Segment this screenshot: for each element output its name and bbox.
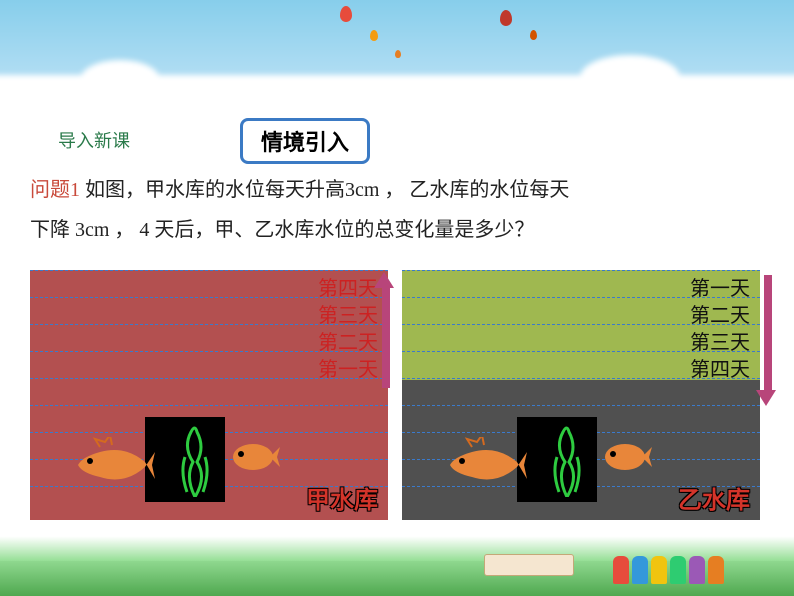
arrow-down-icon [762, 275, 774, 406]
fish-icon [597, 437, 652, 477]
sky-decoration [0, 0, 794, 100]
fish-icon [70, 437, 155, 492]
day-line [402, 270, 760, 271]
pool-name-b: 乙水库 [678, 480, 750, 515]
day-label-b2: 第二天 [690, 299, 750, 328]
day-label-b1: 第一天 [690, 272, 750, 301]
fish-icon [442, 437, 527, 492]
day-line [402, 405, 760, 406]
kids-icon [613, 556, 724, 584]
day-line [30, 270, 388, 271]
day-label-a2: 第三天 [318, 299, 378, 328]
day-label-a3: 第二天 [318, 326, 378, 355]
question-number: 问题1 [30, 179, 80, 201]
balloon-icon [370, 30, 378, 41]
question-text: 问题1 如图，甲水库的水位每天升高3cm ， 乙水库的水位每天 下降 3cm ，… [30, 170, 764, 250]
arrow-up-icon [380, 272, 392, 388]
sign-icon [484, 554, 574, 576]
pools-container: 第四天 第三天 第二天 第一天 甲水库 [30, 270, 760, 520]
day-label-b3: 第三天 [690, 326, 750, 355]
fish-group [85, 412, 285, 502]
balloon-icon [395, 50, 401, 58]
reservoir-b: 第一天 第二天 第三天 第四天 乙水库 [402, 270, 760, 520]
day-line [30, 405, 388, 406]
cloud-band [0, 75, 794, 125]
seaweed-icon [517, 417, 597, 502]
question-line1: 如图，甲水库的水位每天升高3cm ， 乙水库的水位每天 [80, 179, 569, 201]
balloon-icon [340, 6, 352, 22]
balloon-icon [530, 30, 537, 40]
day-label-b4: 第四天 [690, 353, 750, 382]
question-line2: 下降 3cm ， 4 天后，甲、乙水库水位的总变化量是多少？ [30, 219, 534, 241]
footer-decoration [0, 536, 794, 596]
fish-icon [225, 437, 280, 477]
reservoir-a: 第四天 第三天 第二天 第一天 甲水库 [30, 270, 388, 520]
fish-group [457, 412, 657, 502]
context-badge: 情境引入 [240, 118, 370, 164]
pool-name-a: 甲水库 [306, 480, 378, 515]
section-label: 导入新课 [58, 127, 130, 153]
day-label-a4: 第一天 [318, 353, 378, 382]
seaweed-icon [145, 417, 225, 502]
day-label-a1: 第四天 [318, 272, 378, 301]
balloon-icon [500, 10, 512, 26]
